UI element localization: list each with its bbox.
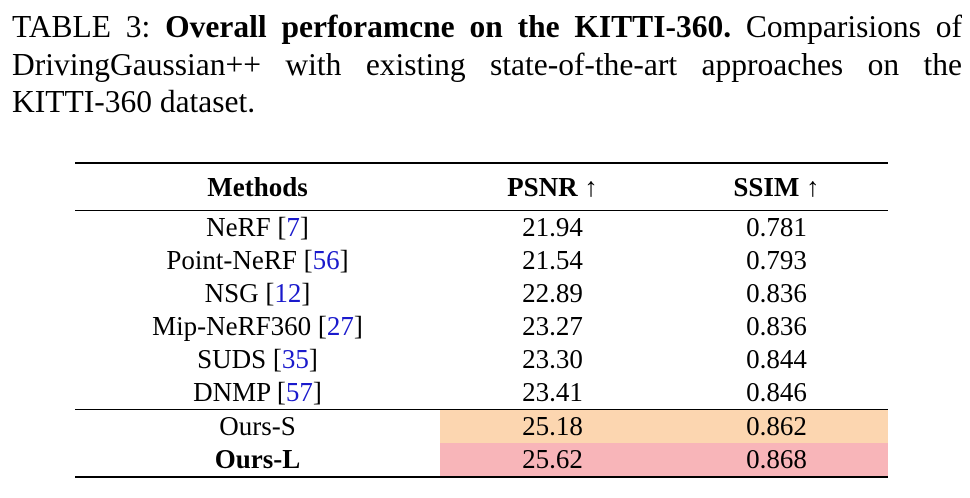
ssim-cell: 0.868 — [665, 443, 888, 478]
caption-label: TABLE 3: — [12, 9, 151, 44]
ssim-cell: 0.844 — [746, 344, 807, 374]
caption: TABLE 3: Overall perforamcne on the KITT… — [12, 8, 962, 121]
method-cell: Ours-L — [75, 443, 440, 478]
ours-row: Ours-S 25.18 0.862 — [75, 409, 888, 443]
method-cell: DNMP [57] — [75, 376, 440, 410]
method-name: DNMP [ — [193, 377, 286, 407]
method-cell: SUDS [35] — [75, 343, 440, 376]
citation: 35 — [281, 344, 309, 374]
caption-text: Comparisions of DrivingGaussian++ with e… — [12, 9, 963, 119]
citation: 12 — [274, 278, 302, 308]
ssim-cell: 0.846 — [746, 377, 807, 407]
table-row: NeRF [7] 21.94 0.781 — [75, 211, 888, 245]
method-name: NSG [ — [204, 278, 275, 308]
psnr-cell: 25.62 — [440, 443, 665, 478]
psnr-cell: 25.18 — [440, 409, 665, 443]
header-cell: SSIM ↑ — [665, 162, 888, 211]
bracket: ] — [339, 245, 349, 275]
psnr-cell: 21.94 — [522, 212, 583, 242]
method-cell: NeRF [7] — [75, 211, 440, 245]
method-cell: NSG [12] — [75, 277, 440, 310]
table-row: SUDS [35] 23.30 0.844 — [75, 343, 888, 376]
ssim-cell: 0.836 — [746, 311, 807, 341]
bracket: ] — [301, 278, 311, 308]
ssim-cell: 0.862 — [665, 409, 888, 443]
bracket: ] — [353, 311, 363, 341]
ssim-cell: 0.836 — [746, 278, 807, 308]
header-cell: PSNR ↑ — [440, 162, 665, 211]
method-cell: Mip-NeRF360 [27] — [75, 310, 440, 343]
method-cell: Point-NeRF [56] — [75, 244, 440, 277]
psnr-cell: 23.41 — [522, 377, 583, 407]
citation: 57 — [285, 377, 313, 407]
method-cell: Ours-S — [75, 409, 440, 443]
bracket: ] — [312, 377, 322, 407]
psnr-cell: 21.54 — [522, 245, 583, 275]
psnr-cell: 23.27 — [522, 311, 583, 341]
psnr-cell: 23.30 — [522, 344, 583, 374]
method-name: Point-NeRF [ — [166, 245, 313, 275]
citation: 27 — [326, 311, 354, 341]
table-row: DNMP [57] 23.41 0.846 — [75, 376, 888, 410]
table-row: Mip-NeRF360 [27] 23.27 0.836 — [75, 310, 888, 343]
ssim-cell: 0.781 — [746, 212, 807, 242]
citation: 7 — [286, 212, 300, 242]
psnr-cell: 22.89 — [522, 278, 583, 308]
method-name: Mip-NeRF360 [ — [152, 311, 327, 341]
bracket: ] — [308, 344, 318, 374]
bracket: ] — [299, 212, 309, 242]
caption-title: Overall perforamcne on the KITTI-360. — [165, 9, 732, 44]
table-row: NSG [12] 22.89 0.836 — [75, 277, 888, 310]
method-name: NeRF [ — [206, 212, 287, 242]
header-cell: Methods — [75, 162, 440, 211]
citation: 56 — [312, 245, 340, 275]
header-row: Methods PSNR ↑ SSIM ↑ — [75, 162, 888, 211]
method-name: SUDS [ — [197, 344, 282, 374]
table-row: Point-NeRF [56] 21.54 0.793 — [75, 244, 888, 277]
ssim-cell: 0.793 — [746, 245, 807, 275]
results-table: Methods PSNR ↑ SSIM ↑ NeRF [7] 21.94 0.781… — [75, 162, 888, 478]
ours-row: Ours-L 25.62 0.868 — [75, 443, 888, 478]
